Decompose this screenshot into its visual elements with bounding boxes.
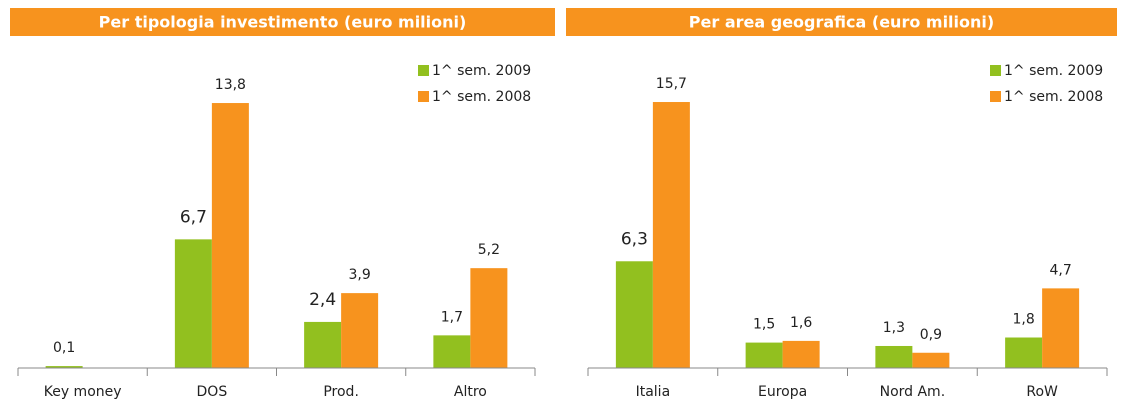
legend-label: 1^ sem. 2008: [1004, 89, 1103, 105]
bar: [174, 239, 212, 368]
x-tick-label: Italia: [636, 384, 671, 400]
bar: [304, 321, 342, 368]
legend-label: 1^ sem. 2008: [432, 89, 531, 105]
value-label: 0,9: [920, 327, 942, 343]
bar: [745, 342, 783, 368]
x-tick-label: Europa: [758, 384, 807, 400]
x-tick-label: Key money: [44, 384, 122, 400]
value-label: 2,4: [309, 290, 336, 310]
chart-title: Per area geografica (euro milioni): [689, 13, 994, 32]
x-tick-label: Altro: [454, 384, 487, 400]
value-label: 3,9: [348, 267, 370, 283]
bar: [45, 366, 83, 368]
bar: [1042, 288, 1080, 368]
value-label: 1,6: [790, 315, 812, 331]
bar: [341, 293, 379, 368]
value-label: 15,7: [656, 76, 687, 92]
x-tick-label: DOS: [197, 384, 228, 400]
value-label: 1,7: [441, 309, 463, 325]
x-tick-label: Nord Am.: [880, 384, 946, 400]
legend-swatch: [990, 91, 1001, 102]
value-label: 6,3: [621, 229, 648, 249]
bar: [615, 261, 653, 368]
bar: [1005, 337, 1043, 368]
bar: [875, 345, 913, 368]
value-label: 1,8: [1012, 312, 1034, 328]
value-label: 1,5: [753, 317, 775, 333]
value-label: 1,3: [883, 320, 905, 336]
bar: [912, 352, 950, 368]
legend-label: 1^ sem. 2009: [1004, 63, 1103, 79]
x-tick-label: Prod.: [323, 384, 359, 400]
title-bar: [10, 8, 555, 36]
chart-title: Per tipologia investimento (euro milioni…: [99, 13, 467, 32]
value-label: 0,1: [53, 340, 75, 356]
legend-swatch: [418, 91, 429, 102]
x-tick-label: RoW: [1026, 384, 1058, 400]
bar: [211, 103, 249, 368]
value-label: 4,7: [1049, 262, 1071, 278]
title-bar: [566, 8, 1117, 36]
bar: [652, 102, 690, 368]
bar: [470, 268, 508, 368]
value-label: 6,7: [180, 207, 207, 227]
legend-label: 1^ sem. 2009: [432, 63, 531, 79]
bar: [782, 340, 820, 368]
value-label: 5,2: [478, 242, 500, 258]
legend-swatch: [990, 65, 1001, 76]
bar: [433, 335, 471, 368]
value-label: 13,8: [215, 77, 246, 93]
legend-swatch: [418, 65, 429, 76]
